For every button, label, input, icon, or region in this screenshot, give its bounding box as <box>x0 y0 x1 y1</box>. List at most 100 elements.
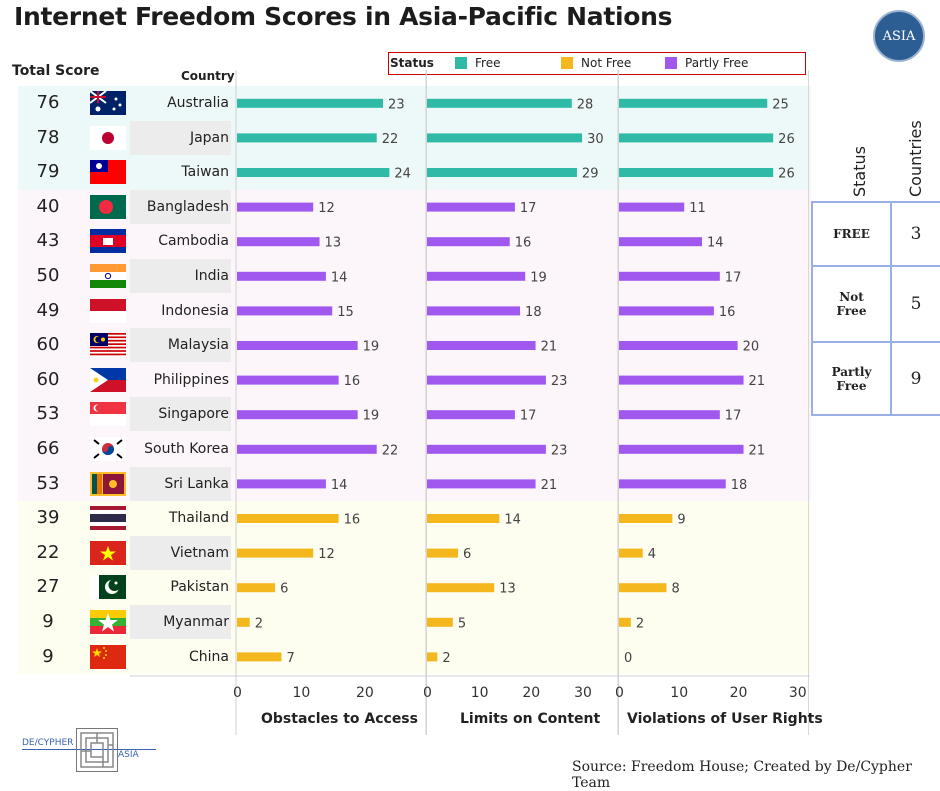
data-label: 17 <box>520 201 537 216</box>
data-label: 29 <box>582 167 599 182</box>
total-score: 79 <box>36 161 60 183</box>
data-label: 5 <box>458 616 466 631</box>
data-label: 19 <box>363 409 380 424</box>
data-label: 11 <box>689 201 706 216</box>
tick-label: 30 <box>574 685 592 701</box>
data-label: 19 <box>530 270 547 285</box>
data-label: 13 <box>499 582 516 597</box>
bar <box>427 514 500 523</box>
south-korea-flag-icon <box>90 437 126 461</box>
data-label: 2 <box>255 616 263 631</box>
country-label: Taiwan <box>181 164 229 181</box>
total-score: 76 <box>36 92 60 113</box>
bar <box>619 202 685 212</box>
tick-label: 0 <box>423 685 432 701</box>
bar <box>619 98 768 108</box>
status-cell-partly-free: Partly Free <box>811 341 892 416</box>
total-score: 60 <box>36 334 60 356</box>
total-score-header: Total Score <box>12 63 100 79</box>
status-band <box>18 501 811 675</box>
data-label: 17 <box>725 270 742 285</box>
total-score: 49 <box>36 299 60 321</box>
bar <box>427 583 495 593</box>
data-label: 20 <box>743 340 760 355</box>
data-label: 14 <box>331 270 348 285</box>
data-label: 17 <box>725 409 742 424</box>
bar <box>619 237 703 247</box>
australia-flag-icon <box>89 90 126 115</box>
bar <box>237 514 339 523</box>
india-flag-icon <box>90 264 126 288</box>
data-label: 21 <box>749 374 766 389</box>
bar <box>237 652 282 662</box>
country-label: China <box>189 648 229 665</box>
brand-left: DE/CYPHER <box>22 738 74 748</box>
bar <box>619 444 744 454</box>
legend-item-partly-free: Partly Free <box>665 56 748 70</box>
maze-icon <box>76 728 118 772</box>
country-label: Vietnam <box>130 535 231 570</box>
data-label: 2 <box>442 651 450 666</box>
bar <box>427 306 521 316</box>
total-score: 43 <box>36 230 60 252</box>
data-label: 23 <box>551 443 568 458</box>
indonesia-flag-icon <box>90 298 126 323</box>
bar <box>427 410 515 420</box>
source-note: Source: Freedom House; Created by De/Cyp… <box>572 759 912 791</box>
axis-title-violations: Violations of User Rights <box>627 711 823 727</box>
thailand-flag-icon <box>90 506 126 531</box>
bar <box>237 202 314 212</box>
data-label: 26 <box>778 132 795 147</box>
count-cell-not-free: 5 <box>890 265 940 343</box>
bangladesh-flag-icon <box>90 194 126 219</box>
countries-col-header: Countries <box>906 120 925 197</box>
data-label: 2 <box>636 616 644 631</box>
data-label: 18 <box>525 305 542 320</box>
data-label: 9 <box>677 513 685 528</box>
bar <box>427 617 453 627</box>
count-cell-partly-free: 9 <box>890 341 940 416</box>
total-score: 60 <box>36 368 60 390</box>
bar <box>237 271 326 281</box>
data-label: 16 <box>515 236 532 251</box>
status-table: FREE 3 Not Free 5 Partly Free 9 <box>811 201 940 416</box>
bar <box>619 514 673 523</box>
country-label: Pakistan <box>170 579 229 596</box>
brand-right: ASIA <box>118 750 139 760</box>
country-label: Malaysia <box>130 328 231 363</box>
bar <box>427 652 438 662</box>
data-label: 6 <box>280 582 288 597</box>
bar <box>427 271 526 281</box>
legend-title: Status <box>390 56 434 70</box>
legend: Status Free Not Free Partly Free <box>388 52 806 75</box>
data-label: 24 <box>394 167 411 182</box>
bar <box>427 444 546 454</box>
status-cell-free: FREE <box>811 201 892 267</box>
tick-label: 10 <box>292 685 311 701</box>
bar <box>237 479 326 489</box>
data-label: 19 <box>363 340 380 355</box>
data-label: 16 <box>719 305 736 320</box>
data-label: 16 <box>344 513 361 528</box>
taiwan-flag-icon <box>90 160 126 185</box>
chart-title: Internet Freedom Scores in Asia-Pacific … <box>14 2 673 31</box>
country-label: Japan <box>130 120 231 155</box>
country-label: Philippines <box>153 371 229 388</box>
tick-label: 30 <box>788 685 807 701</box>
data-label: 30 <box>587 132 604 147</box>
axis-title-obstacles: Obstacles to Access <box>261 711 418 727</box>
bar <box>237 548 314 558</box>
total-score: 22 <box>36 541 60 563</box>
legend-swatch-free <box>455 57 467 69</box>
bar <box>619 306 714 316</box>
bar <box>619 133 774 143</box>
tick-label: 20 <box>522 685 541 701</box>
legend-label-not-free: Not Free <box>581 56 632 70</box>
total-score: 9 <box>42 645 54 667</box>
legend-item-free: Free <box>455 56 500 70</box>
data-label: 22 <box>382 443 399 458</box>
legend-label-free: Free <box>475 56 501 70</box>
data-label: 0 <box>624 651 632 666</box>
data-label: 4 <box>648 547 656 562</box>
